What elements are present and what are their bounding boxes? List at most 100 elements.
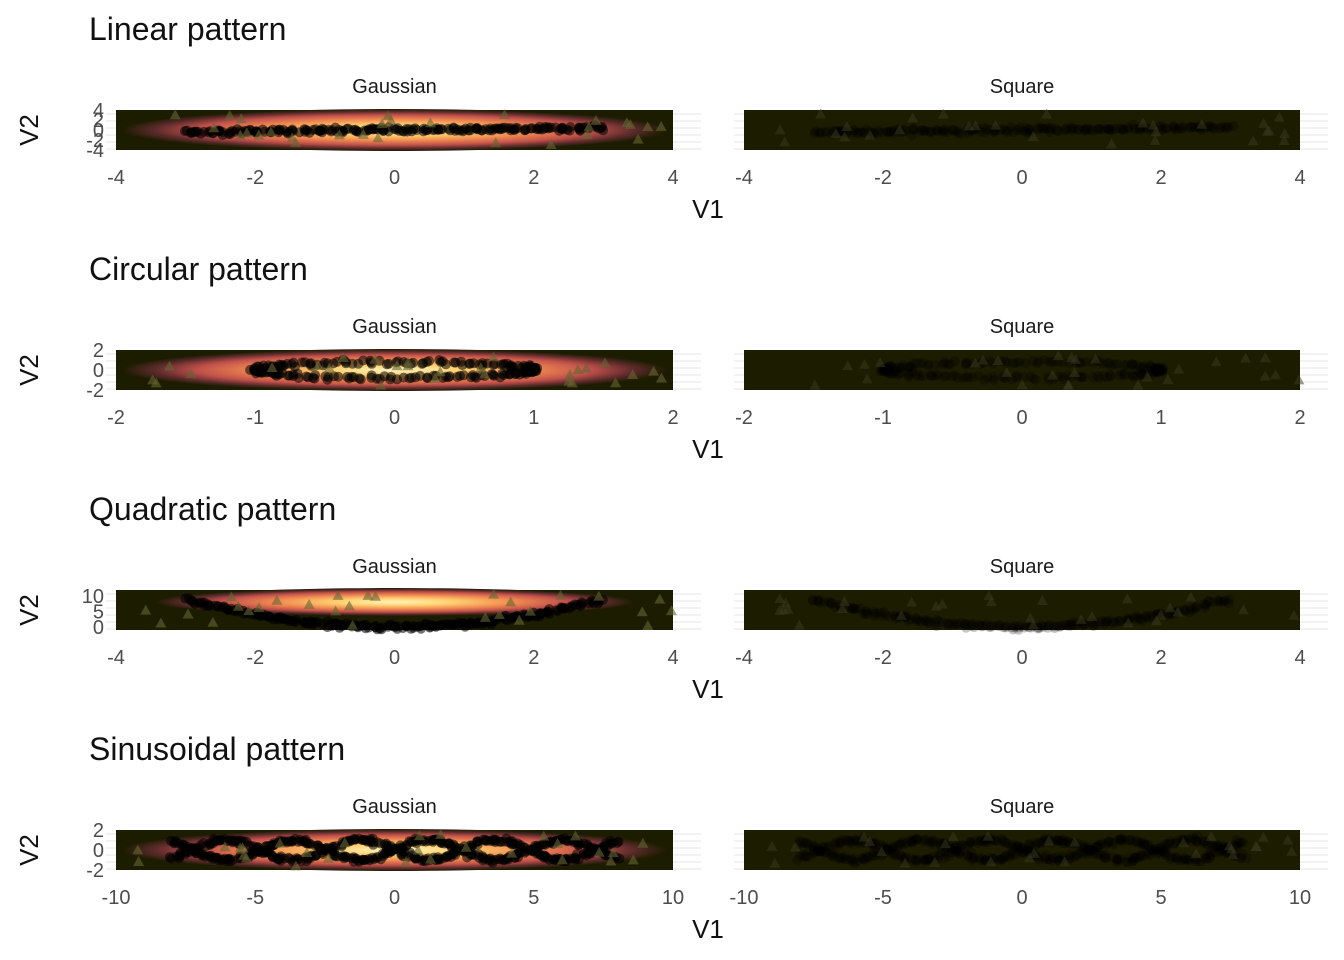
triangle-point bbox=[369, 353, 381, 364]
sample-point bbox=[949, 370, 960, 381]
sample-point bbox=[1217, 842, 1228, 853]
sample-point bbox=[1210, 847, 1221, 858]
sample-point bbox=[1158, 844, 1169, 854]
sample-point bbox=[486, 369, 497, 380]
sample-point bbox=[1104, 357, 1115, 368]
sample-point bbox=[1237, 849, 1248, 860]
triangle-point bbox=[1237, 604, 1249, 615]
sample-point bbox=[1172, 835, 1183, 846]
triangle-point bbox=[1259, 352, 1271, 363]
sample-point bbox=[975, 855, 986, 866]
sample-point bbox=[808, 843, 819, 854]
x-tick-label: 1 bbox=[528, 407, 539, 429]
triangle-point bbox=[133, 856, 145, 866]
sample-point bbox=[1126, 855, 1137, 866]
sample-point bbox=[1045, 126, 1056, 137]
sample-point bbox=[1203, 121, 1214, 132]
sample-point bbox=[803, 840, 814, 851]
sample-point bbox=[990, 835, 1001, 846]
sample-point bbox=[920, 125, 930, 136]
sample-point bbox=[1012, 840, 1023, 851]
x-tick-label: -2 bbox=[246, 167, 264, 189]
sample-point bbox=[864, 852, 875, 863]
sample-point bbox=[1138, 838, 1149, 848]
triangle-point bbox=[655, 372, 667, 383]
triangle-point bbox=[208, 122, 220, 133]
sample-point bbox=[873, 127, 884, 138]
sample-point bbox=[882, 843, 893, 854]
sample-point bbox=[1060, 124, 1071, 135]
sample-point bbox=[895, 838, 906, 849]
y-axis-title: V2 bbox=[14, 354, 44, 386]
y-tick-label: 4 bbox=[93, 100, 104, 122]
triangle-point bbox=[839, 131, 851, 142]
sample-point bbox=[1038, 123, 1049, 134]
sample-point bbox=[872, 608, 883, 619]
sample-point bbox=[996, 834, 1007, 845]
sample-point bbox=[975, 836, 986, 847]
y-tick-label: 2 bbox=[93, 110, 104, 132]
sample-point bbox=[1228, 120, 1239, 131]
sample-point bbox=[1057, 371, 1068, 382]
sample-point bbox=[1089, 619, 1100, 630]
sample-point bbox=[1150, 367, 1161, 378]
sample-point bbox=[1199, 602, 1210, 613]
sample-point bbox=[1186, 121, 1197, 132]
triangle-point bbox=[876, 846, 888, 857]
sample-point bbox=[868, 606, 879, 617]
sample-point bbox=[812, 846, 823, 857]
sample-point bbox=[1127, 358, 1138, 369]
sample-point bbox=[1003, 125, 1014, 136]
triangle-point bbox=[545, 139, 557, 150]
triangle-point bbox=[1286, 845, 1298, 856]
sample-point bbox=[942, 618, 953, 629]
sample-point bbox=[1052, 852, 1063, 863]
sample-point bbox=[873, 125, 884, 136]
triangle-point bbox=[969, 357, 981, 368]
sample-point bbox=[1119, 368, 1130, 379]
sample-point bbox=[875, 608, 886, 618]
triangle-point bbox=[301, 847, 313, 857]
sample-point bbox=[852, 856, 862, 867]
sample-point bbox=[927, 835, 938, 846]
sample-point bbox=[1155, 847, 1166, 858]
sample-point bbox=[903, 368, 914, 379]
sample-point bbox=[1095, 849, 1106, 860]
triangle-point bbox=[155, 617, 167, 628]
sample-point bbox=[1194, 855, 1205, 866]
triangle-point bbox=[271, 594, 283, 605]
y-tick-label: 10 bbox=[82, 586, 104, 608]
triangle-point bbox=[937, 108, 949, 119]
sample-point bbox=[911, 358, 922, 369]
triangle-point bbox=[235, 113, 247, 124]
sample-point bbox=[903, 362, 914, 373]
sample-point bbox=[1218, 122, 1229, 133]
sample-point bbox=[1049, 623, 1060, 634]
triangle-point bbox=[1293, 374, 1305, 385]
sample-point bbox=[807, 595, 818, 605]
sample-point bbox=[1113, 854, 1124, 865]
sample-point bbox=[904, 361, 915, 372]
sample-point bbox=[1204, 850, 1215, 861]
sample-point bbox=[1060, 838, 1071, 849]
sample-point bbox=[1107, 124, 1118, 135]
sample-point bbox=[974, 853, 985, 864]
triangle-point bbox=[605, 855, 617, 866]
sample-point bbox=[1208, 840, 1218, 851]
sample-point bbox=[859, 854, 870, 865]
sample-point bbox=[961, 622, 972, 633]
sample-point bbox=[1202, 849, 1213, 860]
sample-point bbox=[1006, 622, 1017, 633]
density-region bbox=[154, 588, 635, 616]
sample-point bbox=[1092, 841, 1103, 852]
sample-point bbox=[910, 612, 921, 623]
sample-point bbox=[1015, 122, 1026, 133]
sample-point bbox=[808, 840, 819, 851]
triangle-point bbox=[1251, 841, 1263, 852]
triangle-point bbox=[382, 109, 394, 120]
sample-point bbox=[1151, 363, 1162, 374]
sample-point bbox=[1095, 839, 1106, 850]
panel-sinusoidal-gaussian: Gaussian-10 -5 0 5 10-202 bbox=[86, 796, 701, 909]
sample-point bbox=[966, 620, 977, 631]
sample-point bbox=[1083, 846, 1094, 857]
